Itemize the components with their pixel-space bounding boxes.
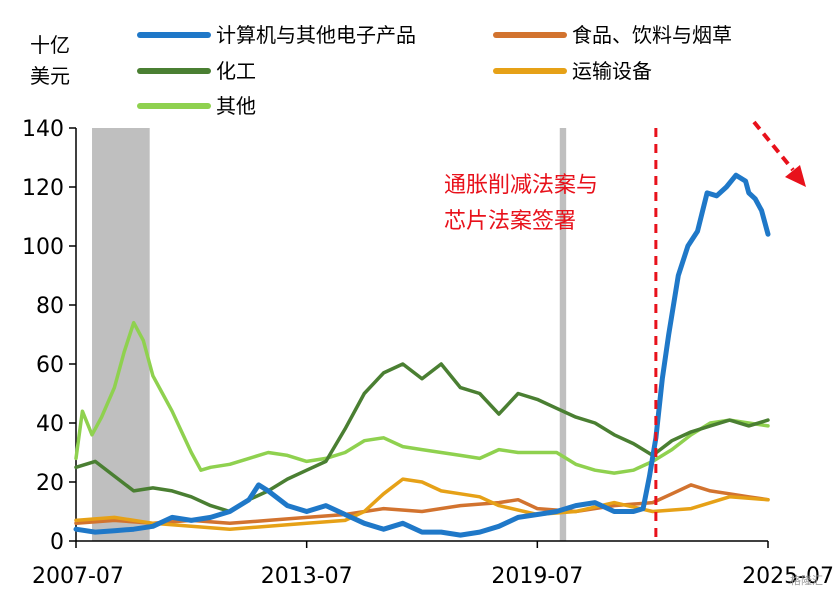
watermark-text: 格隆汇: [790, 573, 823, 587]
event-label-line1: 通胀削减法案与: [444, 173, 598, 198]
y-unit-label-line1: 十亿: [30, 33, 70, 57]
y-ticks: 0 20 40 60 80 100 120 140: [22, 117, 76, 555]
y-tick-label: 60: [36, 353, 64, 378]
series-line-1: [74, 483, 770, 526]
legend-label-2: 化工: [216, 59, 256, 83]
event-label-line2: 芯片法案签署: [444, 209, 576, 234]
y-tick-label: 0: [50, 530, 64, 555]
recession-band-1: [559, 128, 567, 541]
x-tick-label: 2007-07: [32, 564, 124, 589]
y-tick-label: 80: [36, 294, 64, 319]
series-line-4: [74, 320, 770, 475]
trend-arrow: [752, 120, 806, 187]
legend-label-3: 运输设备: [572, 59, 652, 83]
x-tick-label: 2013-07: [261, 564, 353, 589]
legend-label-1: 食品、饮料与烟草: [572, 23, 732, 47]
y-tick-label: 120: [22, 176, 64, 201]
y-tick-label: 40: [36, 412, 64, 437]
y-tick-label: 100: [22, 235, 64, 260]
x-tick-label: 2025-07: [742, 564, 834, 589]
x-tick-label: 2019-07: [491, 564, 583, 589]
series-lines: [73, 172, 771, 538]
series-line-3: [74, 477, 770, 531]
x-ticks: 2007-07 2013-07 2019-07 2025-07: [32, 541, 834, 589]
legend-label-0: 计算机与其他电子产品: [216, 23, 416, 47]
legend-label-4: 其他: [216, 94, 256, 118]
y-tick-label: 20: [36, 471, 64, 496]
axes: [75, 128, 768, 542]
series-line-2: [74, 362, 770, 514]
y-unit-label-line2: 美元: [30, 64, 70, 88]
y-tick-label: 140: [22, 117, 64, 142]
series-line-0: [73, 172, 771, 538]
